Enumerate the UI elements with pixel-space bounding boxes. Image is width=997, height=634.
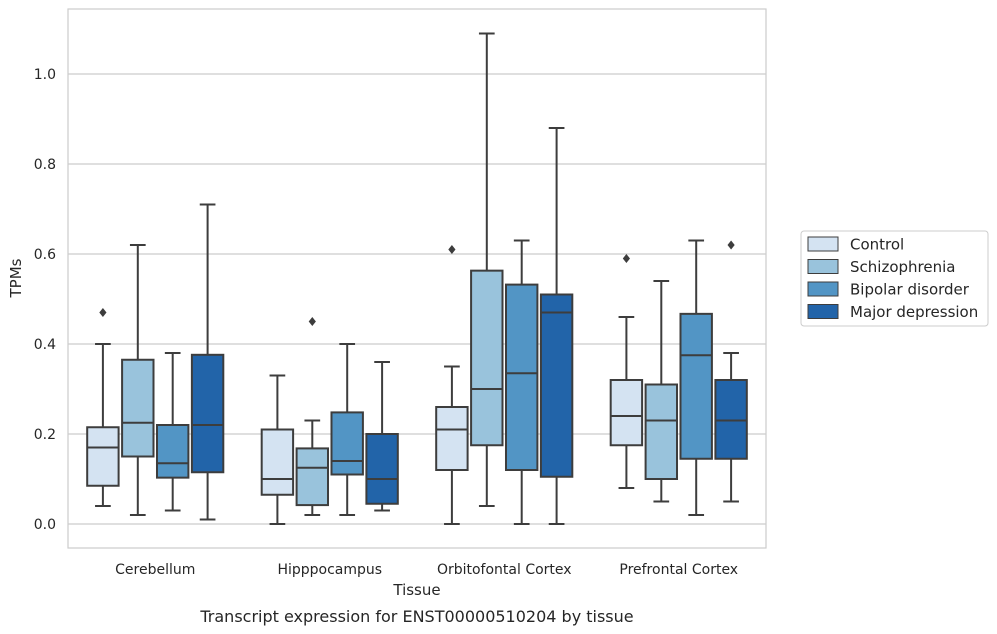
box-body xyxy=(155,424,190,479)
box-body xyxy=(330,411,364,476)
y-tick-label: 1.0 xyxy=(34,67,56,83)
box-2-1 xyxy=(260,374,295,525)
x-tick-label: Cerebellum xyxy=(115,562,195,578)
box-body xyxy=(644,383,679,480)
x-tick-label: Hipppocampus xyxy=(277,562,382,578)
box-4-2 xyxy=(644,280,679,503)
box-2-3 xyxy=(330,343,364,516)
box-body xyxy=(435,406,469,471)
box-body xyxy=(609,379,644,447)
box-3-2 xyxy=(470,32,504,507)
box-body xyxy=(260,428,295,496)
y-tick-label: 0.0 xyxy=(34,517,56,533)
box-body xyxy=(470,269,504,447)
box-body xyxy=(504,283,539,471)
outlier-point xyxy=(727,240,735,250)
outlier-point xyxy=(308,317,316,326)
box-4-4 xyxy=(714,240,748,503)
legend-swatch xyxy=(807,259,839,274)
box-body xyxy=(121,358,155,458)
outlier-point xyxy=(448,245,456,254)
y-tick-label: 0.6 xyxy=(34,247,56,263)
box-4-3 xyxy=(679,239,713,516)
box-1-2 xyxy=(121,244,155,516)
y-tick-labels: 0.0 0.2 0.4 0.6 0.8 1.0 xyxy=(34,67,56,533)
x-tick-label: Orbitofontal Cortex xyxy=(437,562,572,578)
y-axis-label: TPMs xyxy=(7,258,25,298)
legend-label: Major depression xyxy=(850,303,978,321)
box-2-4 xyxy=(365,361,399,512)
legend-swatch xyxy=(807,236,839,252)
box-body xyxy=(679,312,713,460)
legend-swatch xyxy=(807,304,839,319)
box-2-2 xyxy=(295,317,330,516)
box-body xyxy=(295,447,330,507)
box-body xyxy=(365,433,399,505)
box-4-1 xyxy=(609,254,644,489)
box-3-4 xyxy=(539,127,574,525)
box-body xyxy=(86,426,120,487)
box-1-3 xyxy=(155,352,190,512)
legend-label: Bipolar disorder xyxy=(850,281,970,299)
box-body xyxy=(190,353,225,474)
x-tick-label: Prefrontal Cortex xyxy=(619,562,738,578)
box-3-1 xyxy=(435,245,469,525)
legend-label: Schizophrenia xyxy=(850,258,955,276)
box-series xyxy=(86,32,748,525)
box-1-1 xyxy=(86,308,120,507)
outlier-point xyxy=(622,254,630,263)
x-axis-label: Tissue xyxy=(392,581,440,599)
legend: Control Schizophrenia Bipolar disorder Majo… xyxy=(800,230,989,327)
outlier-point xyxy=(99,308,107,317)
legend-label: Control xyxy=(850,236,904,254)
legend-frame xyxy=(800,230,989,327)
chart-caption: Transcript expression for ENST0000051020… xyxy=(199,607,633,626)
y-tick-label: 0.8 xyxy=(34,157,56,173)
legend-swatch xyxy=(807,281,839,297)
x-tick-labels: Cerebellum Hipppocampus Orbitofontal Corte… xyxy=(115,562,738,578)
box-1-4 xyxy=(190,203,225,521)
y-tick-label: 0.2 xyxy=(34,427,56,443)
plot-frame xyxy=(67,8,767,549)
y-tick-label: 0.4 xyxy=(34,337,56,353)
box-body xyxy=(714,379,748,460)
box-body xyxy=(539,293,574,478)
box-3-3 xyxy=(504,239,539,525)
